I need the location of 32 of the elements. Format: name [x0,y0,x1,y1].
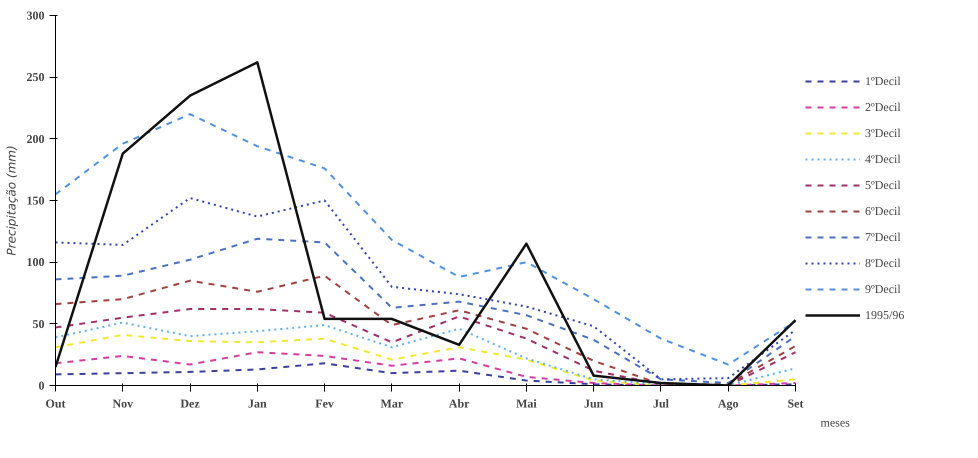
x-tick-label: Jan [248,396,267,410]
legend-label: 1995/96 [865,308,904,322]
x-tick-label: Mar [380,396,404,410]
y-tick-label: 150 [26,194,44,208]
x-axis-title: meses [820,416,850,430]
legend-label: 3ºDecil [865,126,901,140]
legend-label: 9ºDecil [865,282,901,296]
y-axis-title: Precipitação (mm) [4,145,18,256]
y-tick-label: 100 [26,255,44,270]
x-tick-label: Fev [315,396,334,410]
line-series [56,113,796,366]
x-tick-label: Abr [448,396,470,410]
x-tick-label: Mai [516,396,538,410]
x-tick-label: Jul [652,396,670,410]
legend-label: 7ºDecil [865,230,901,244]
legend-label: 8ºDecil [865,256,901,270]
y-tick-label: 300 [26,8,44,22]
y-tick-label: 250 [26,70,44,84]
legend-label: 4ºDecil [865,152,901,166]
legend-label: 2ºDecil [865,100,901,114]
legend-label: 1ºDecil [865,74,901,88]
y-tick-label: 0 [38,378,44,392]
legend-label: 6ºDecil [865,204,901,218]
x-tick-label: Ago [718,396,739,410]
x-tick-label: Jun [584,396,604,410]
x-tick-label: Nov [112,396,134,410]
y-tick-label: 50 [32,316,44,331]
x-tick-label: Out [46,396,66,410]
x-tick-label: Set [788,396,804,410]
x-tick-label: Dez [180,396,200,410]
legend-label: 5ºDecil [865,178,901,192]
y-tick-label: 200 [26,132,44,146]
